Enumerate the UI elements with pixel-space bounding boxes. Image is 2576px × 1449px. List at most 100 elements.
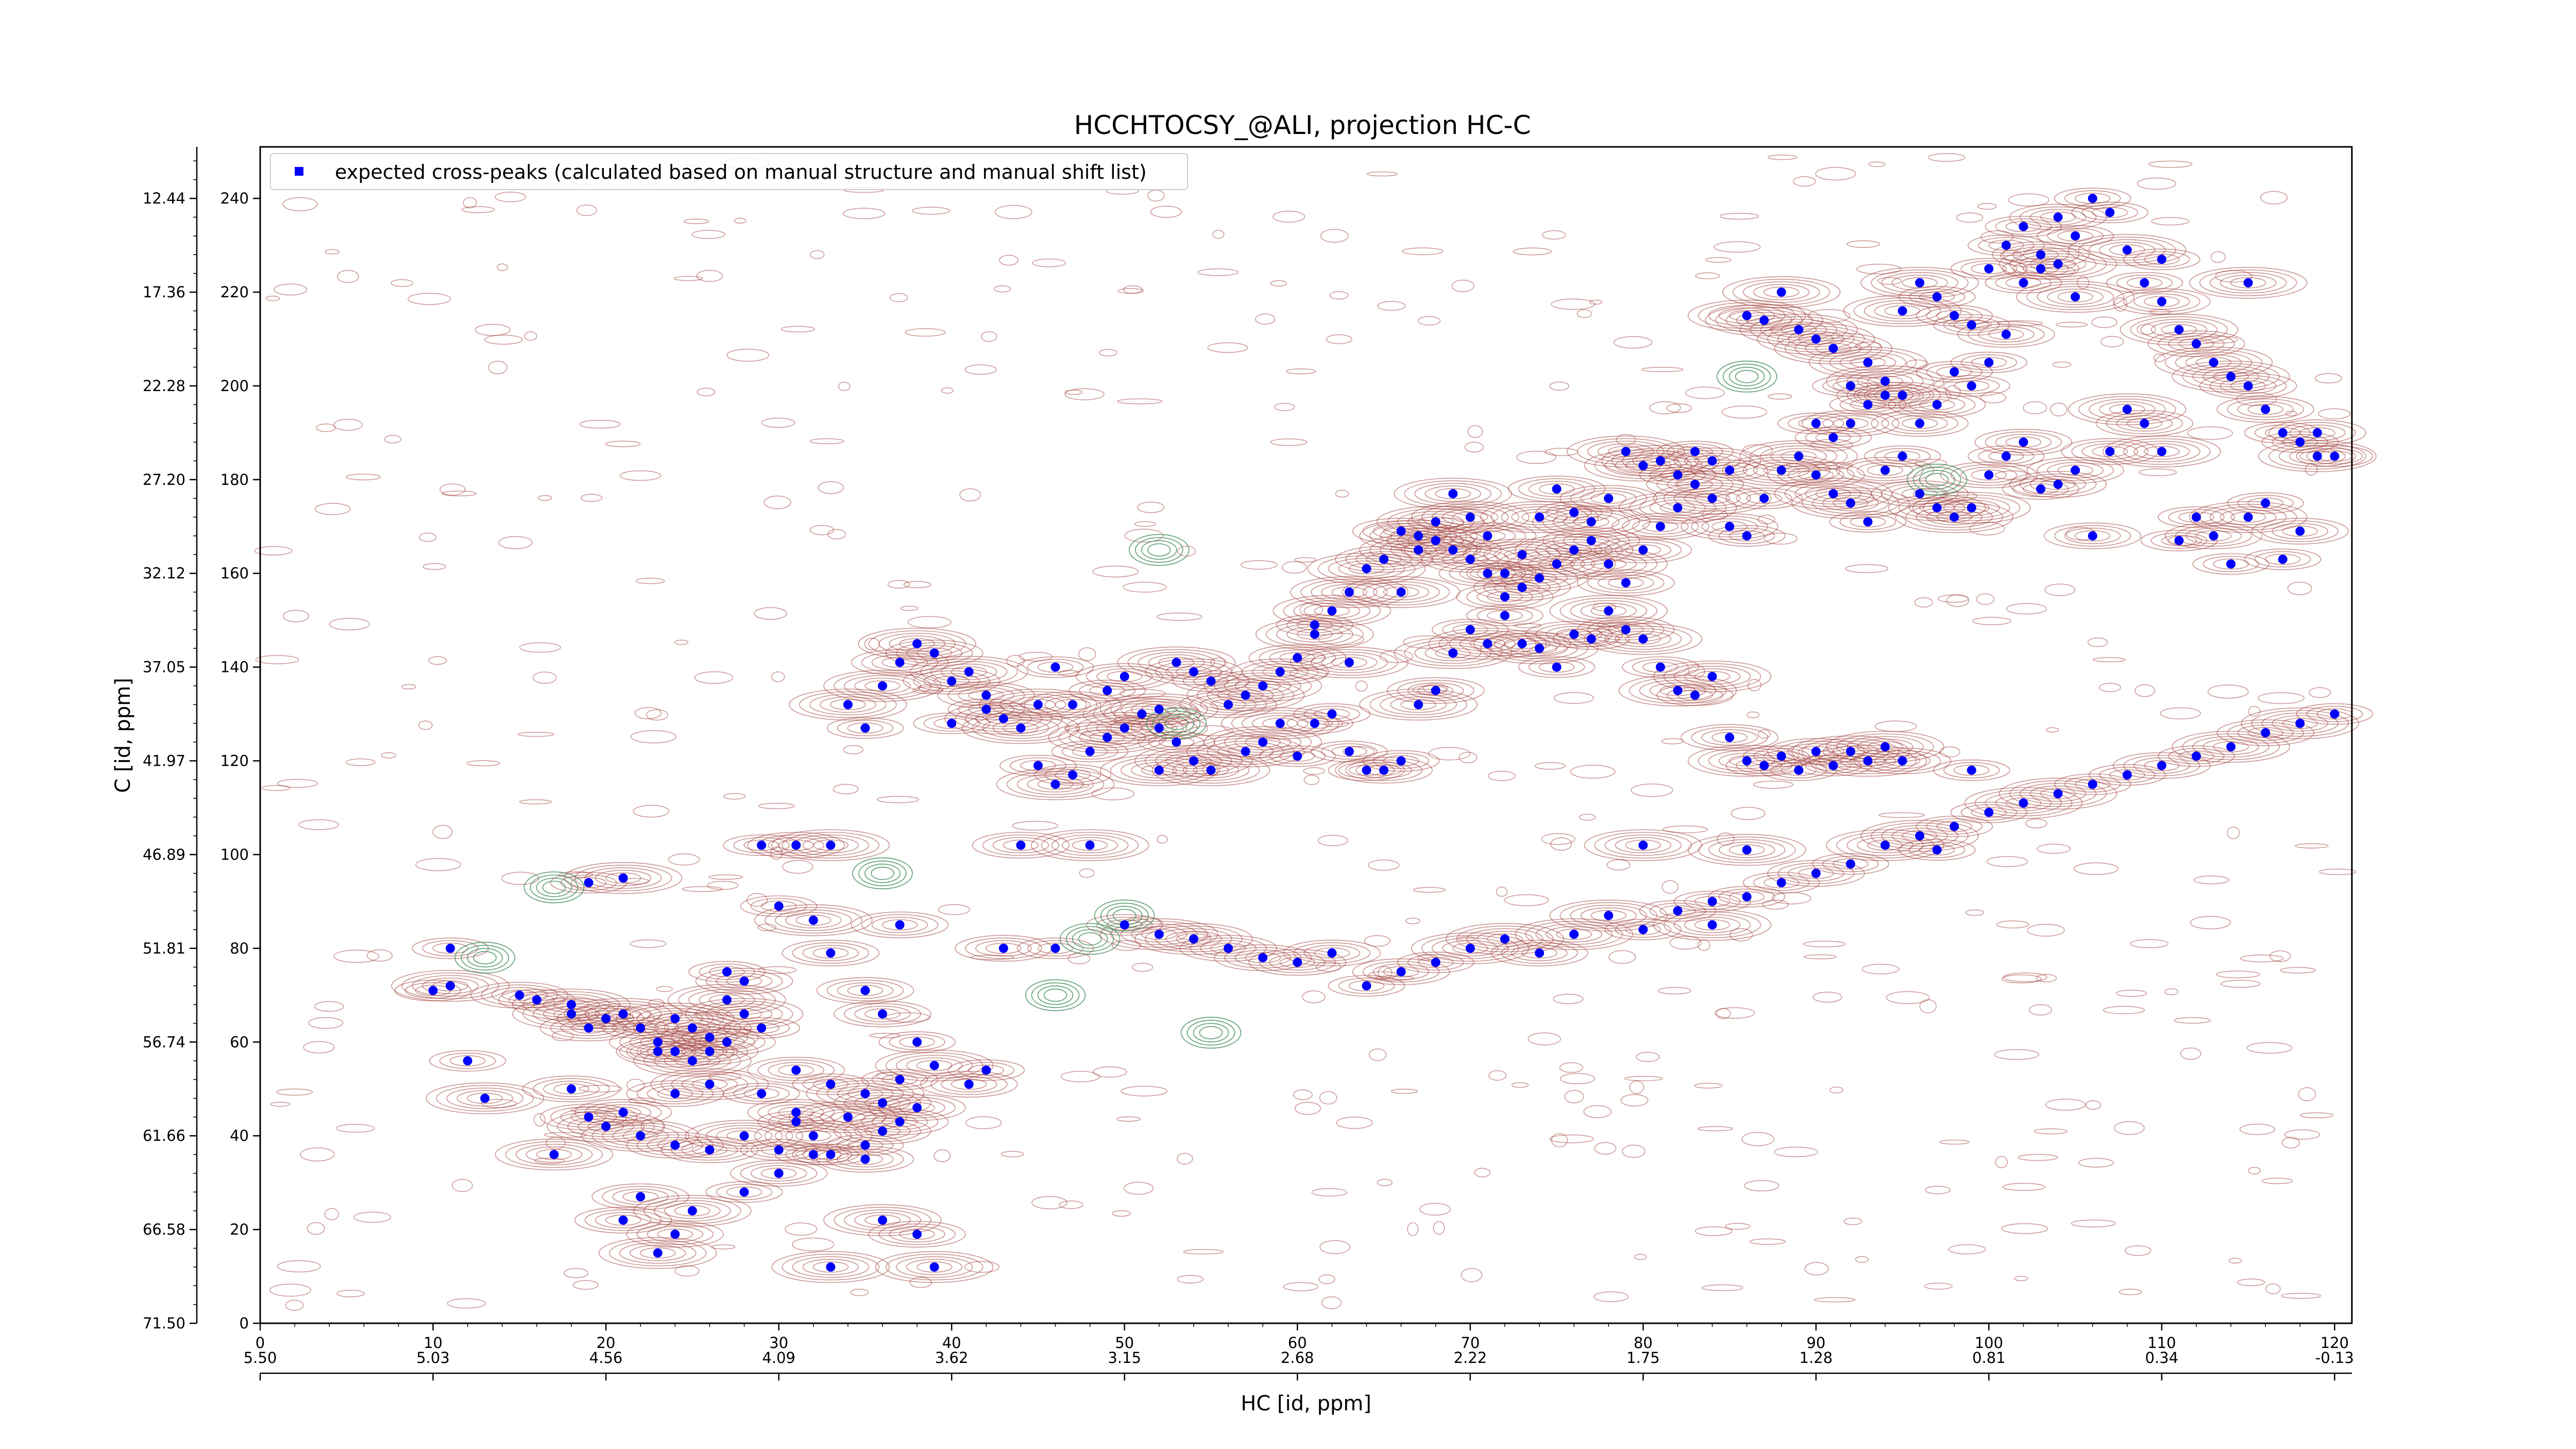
noise-contour [770, 846, 783, 860]
noise-contour [1980, 230, 2014, 244]
contour-ring [1086, 914, 1163, 936]
cross-peak-point [929, 1060, 939, 1070]
noise-contour [1855, 342, 1882, 350]
noise-contour [959, 488, 981, 501]
contour-ring [1515, 918, 1633, 950]
contour-ring [878, 633, 956, 654]
noise-contour [2200, 335, 2238, 344]
noise-contour [734, 217, 747, 224]
noise-contour [2309, 687, 2331, 698]
contour-ring [1839, 396, 1896, 413]
cross-peak-point [1189, 934, 1198, 944]
contour-ring [1898, 839, 1976, 861]
noise-contour [965, 1116, 1002, 1130]
noise-contour [746, 893, 768, 907]
contour-ring [1681, 513, 1778, 540]
cross-peak-point [1811, 470, 1821, 480]
cross-peak-point [1863, 517, 1873, 527]
contour-ring [868, 1094, 966, 1121]
noise-contour [2305, 463, 2318, 476]
y-ppm-tick-label: 66.58 [143, 1221, 185, 1238]
contour-ring [1404, 480, 1502, 507]
noise-contour [635, 578, 665, 584]
contour-ring [1722, 276, 1841, 308]
cross-peak-point [1310, 629, 1319, 639]
cross-peak-point [1344, 658, 1354, 667]
noise-contour [346, 758, 376, 766]
contour-ring [1891, 415, 1948, 432]
contour-ring [1805, 485, 1862, 502]
contour-ring [965, 707, 1042, 730]
contour-ring [1286, 715, 1343, 732]
negative-contour [1043, 988, 1067, 1002]
cross-peak-point [480, 1093, 490, 1103]
cross-peak-point [549, 1150, 559, 1159]
contour-ring [1663, 663, 1761, 690]
contour-ring [1027, 659, 1084, 676]
contour-ring [2216, 396, 2315, 423]
contour-ring [854, 1212, 911, 1228]
contour-ring [1507, 476, 1606, 502]
negative-contour [1193, 1023, 1229, 1042]
cross-peak-point [428, 986, 438, 996]
contour-ring [2306, 705, 2363, 722]
contour-ring [1750, 316, 1848, 343]
noise-contour [1946, 594, 1970, 607]
contour-ring [847, 722, 884, 734]
noise-contour [1006, 654, 1025, 667]
contour-ring [812, 839, 849, 851]
cross-peak-point [998, 943, 1008, 953]
contour-ring [1570, 600, 1647, 622]
cross-peak-point [843, 1112, 853, 1122]
negative-contour [1078, 932, 1102, 946]
cross-peak-point [2192, 751, 2201, 761]
contour-ring [723, 1083, 800, 1105]
cross-peak-point [1984, 358, 1994, 367]
contour-ring [1165, 752, 1222, 769]
contour-ring [619, 1242, 697, 1264]
cross-peak-point [981, 690, 991, 700]
noise-contour [708, 874, 743, 880]
contour-ring [2068, 234, 2187, 266]
noise-contour [1321, 1296, 1342, 1309]
noise-contour [757, 923, 777, 931]
noise-contour [333, 418, 363, 431]
contour-ring [1407, 532, 1464, 549]
contour-ring [1075, 663, 1174, 690]
contour-ring [1784, 335, 1883, 362]
noise-contour [1886, 991, 1930, 1004]
contour-ring [743, 839, 779, 851]
contour-ring [1846, 736, 1924, 758]
noise-contour [1319, 1091, 1337, 1105]
contour-ring [1417, 685, 1454, 696]
noise-contour [1914, 597, 1933, 608]
contour-ring [570, 877, 607, 888]
noise-contour [1845, 564, 1889, 574]
cross-peak-point [1828, 761, 1838, 770]
noise-contour [1688, 665, 1705, 678]
contour-ring [1538, 661, 1575, 673]
contour-ring [636, 1083, 714, 1105]
contour-ring [1563, 513, 1620, 530]
cross-peak-point [1362, 564, 1371, 574]
contour-ring [1542, 508, 1640, 535]
contour-ring [1839, 513, 1896, 530]
contour-ring [1473, 574, 1571, 601]
cross-peak-point [877, 1009, 887, 1019]
contour-ring [1881, 483, 1958, 504]
contour-ring [2254, 425, 2311, 441]
contour-ring [792, 1256, 870, 1278]
contour-ring [2064, 528, 2121, 544]
noise-contour [1293, 1089, 1313, 1100]
contour-ring [1563, 532, 1620, 549]
contour-ring [2158, 506, 2235, 528]
y-tick-label: 200 [221, 377, 249, 395]
contour-ring [1296, 717, 1333, 729]
contour-ring [612, 1188, 669, 1205]
contour-ring [1372, 752, 1430, 769]
contour-ring [2054, 773, 2131, 795]
noise-contour [1189, 725, 1234, 736]
contour-ring [2168, 335, 2225, 352]
contour-ring [782, 939, 880, 967]
cross-peak-point [791, 840, 801, 850]
